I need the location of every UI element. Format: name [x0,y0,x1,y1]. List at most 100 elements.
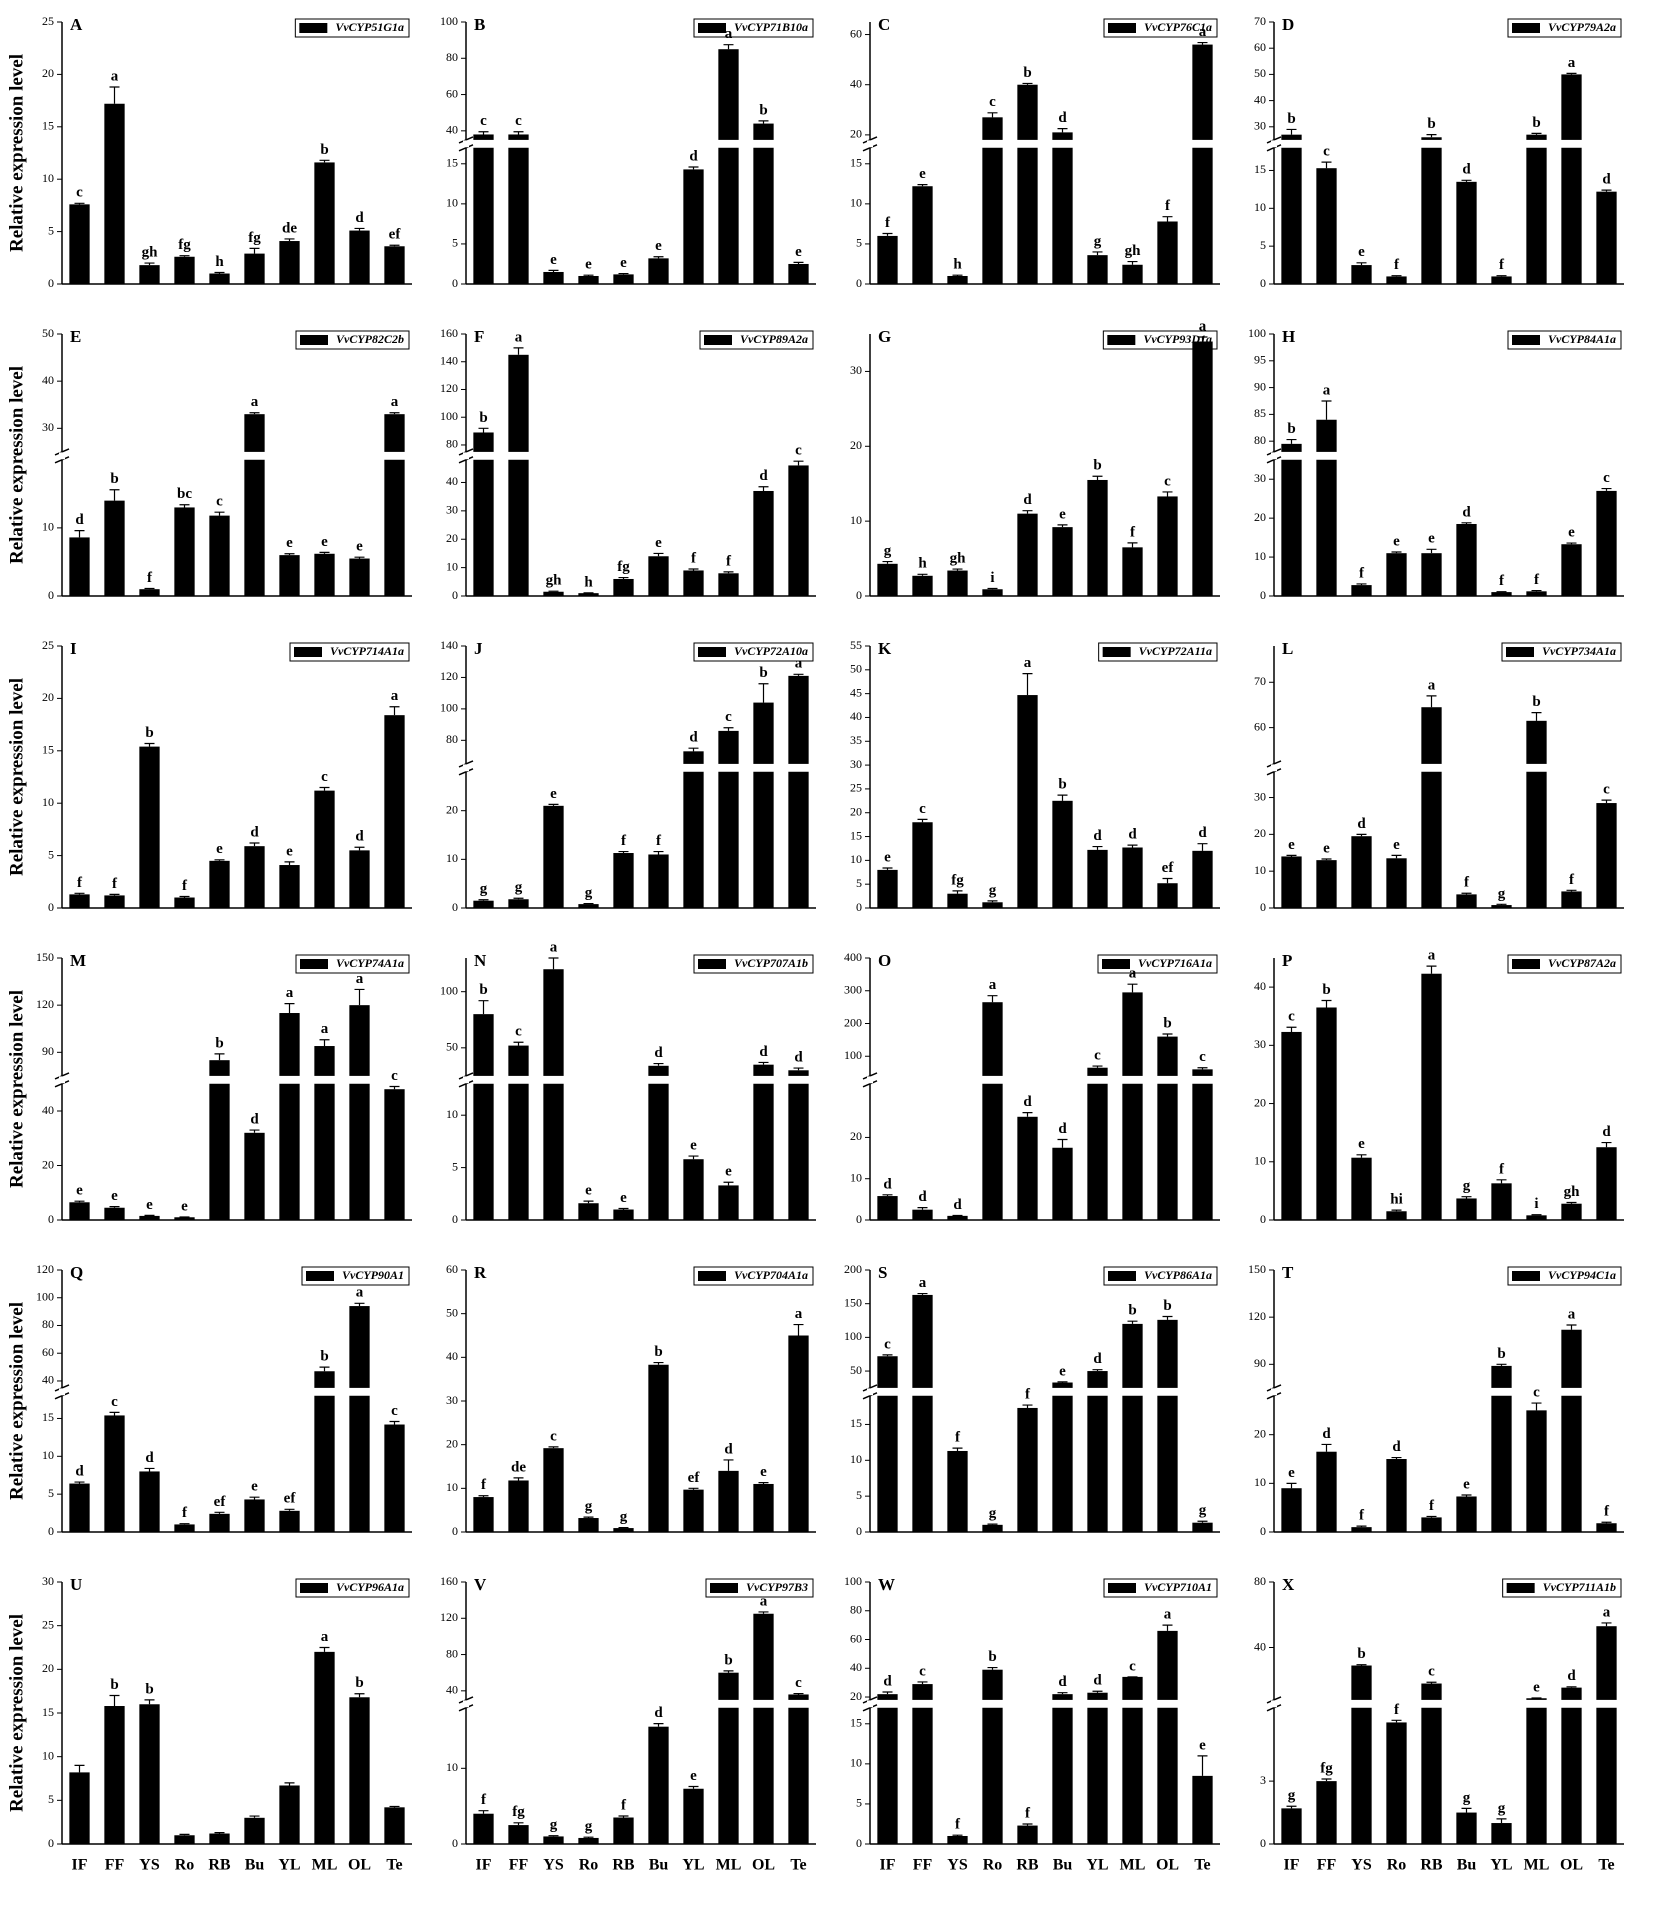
bar [718,49,739,285]
significance-letter: d [1058,110,1067,126]
significance-letter: a [760,1593,768,1609]
error-bar [144,1214,155,1216]
bar [1596,1147,1617,1220]
error-bar [354,1302,365,1307]
significance-letter: f [691,550,697,566]
panel-label: E [70,327,81,346]
legend-label: VvCYP96A1a [336,1580,404,1594]
legend: VvCYP87A2a [1507,954,1622,974]
significance-letter: e [1533,1679,1540,1695]
significance-letter: c [515,113,522,129]
legend-label: VvCYP74A1a [336,956,404,970]
error-bar [284,553,295,556]
significance-letter: b [479,982,487,998]
bar [69,1483,90,1532]
error-bar [793,1067,804,1071]
bar [349,1697,370,1844]
bar [1561,891,1582,908]
error-bar [1461,522,1472,524]
panel-label: A [70,15,83,34]
x-tick-label: Bu [1053,1857,1073,1874]
y-tick-label: 10 [446,1480,458,1494]
error-bar [1127,260,1138,265]
error-bar [618,576,629,579]
bar [69,204,90,284]
y-tick-label: 40 [850,709,862,723]
legend: VvCYP72A10a [693,642,814,662]
significance-letter: d [724,1441,733,1457]
significance-letter: f [1569,872,1575,888]
error-bar [1321,1778,1332,1782]
significance-letter: g [989,1506,997,1522]
panel: e e d e a f g b f c 0 10 20 30 60 70 L VvCYP734A1a [1254,639,1624,914]
bar [1491,1183,1512,1220]
y-tick-label: 60 [1254,719,1266,733]
bar [543,969,564,1220]
y-tick-label: 15 [42,119,54,133]
significance-letter: a [1199,318,1207,334]
significance-letter: b [1163,1298,1171,1314]
error-bar [1601,1521,1612,1524]
legend: VvCYP707A1b [693,954,814,974]
bar [788,675,809,908]
significance-letter: g [585,1499,593,1515]
error-bar [688,1785,699,1789]
axis-break [463,452,469,460]
error-bar [882,867,893,870]
error-bar [1566,72,1577,75]
significance-letter: f [1604,1504,1610,1520]
x-tick-label: RB [208,1857,231,1874]
error-bar [1356,583,1367,586]
error-bar [1426,1515,1437,1518]
significance-letter: b [1058,777,1066,793]
y-tick-label: 40 [1254,1639,1266,1653]
bar [543,1836,564,1844]
significance-letter: c [321,769,328,785]
bar [1456,523,1477,596]
y-tick-label: 100 [844,1048,862,1062]
error-bar [917,1292,928,1295]
y-tick-label: 60 [850,1631,862,1645]
error-bar [144,262,155,266]
significance-letter: e [216,841,223,857]
panel: c c e e e e d a b e 0 5 10 15 40 60 80 100 B VvCYP71B10a [440,14,816,290]
error-bar [179,504,190,508]
y-tick-label: 20 [446,531,458,545]
axis-break [52,1075,412,1084]
significance-letter: e [1288,1465,1295,1481]
error-bar [249,842,260,847]
y-tick-label: 140 [440,638,458,652]
error-bar [109,86,120,104]
legend-box [693,954,814,974]
significance-letter: a [391,394,399,410]
y-tick-label: 50 [850,662,862,676]
bar [209,860,230,908]
error-bar [723,571,734,574]
y-tick-label: 5 [1260,238,1266,252]
panel-label: Q [70,1263,83,1282]
bar [104,1415,125,1532]
y-tick-label: 120 [440,669,458,683]
panel-label: V [474,1575,487,1594]
legend-swatch [1108,23,1136,33]
legend-swatch [698,959,726,969]
y-tick-label: 15 [850,1716,862,1730]
x-tick-label: ML [716,1857,742,1874]
error-bar [1356,262,1367,266]
bar [473,1014,494,1220]
axis-break [860,1699,1220,1708]
significance-letter: f [955,1430,961,1446]
legend-label: VvCYP82C2b [336,332,404,346]
significance-letter: d [1093,828,1102,844]
y-tick-label: 90 [42,1044,54,1058]
significance-letter: g [1094,233,1102,249]
bar [947,893,968,908]
error-bar [1197,843,1208,851]
y-tick-label: 300 [844,983,862,997]
significance-letter: b [1427,116,1435,132]
significance-letter: c [1603,470,1610,486]
bar [244,253,265,284]
bar [718,1185,739,1220]
legend-swatch [698,1271,726,1281]
y-tick-label: 20 [1254,510,1266,524]
